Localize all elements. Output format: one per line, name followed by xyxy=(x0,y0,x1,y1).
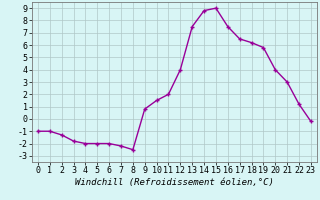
X-axis label: Windchill (Refroidissement éolien,°C): Windchill (Refroidissement éolien,°C) xyxy=(75,178,274,187)
